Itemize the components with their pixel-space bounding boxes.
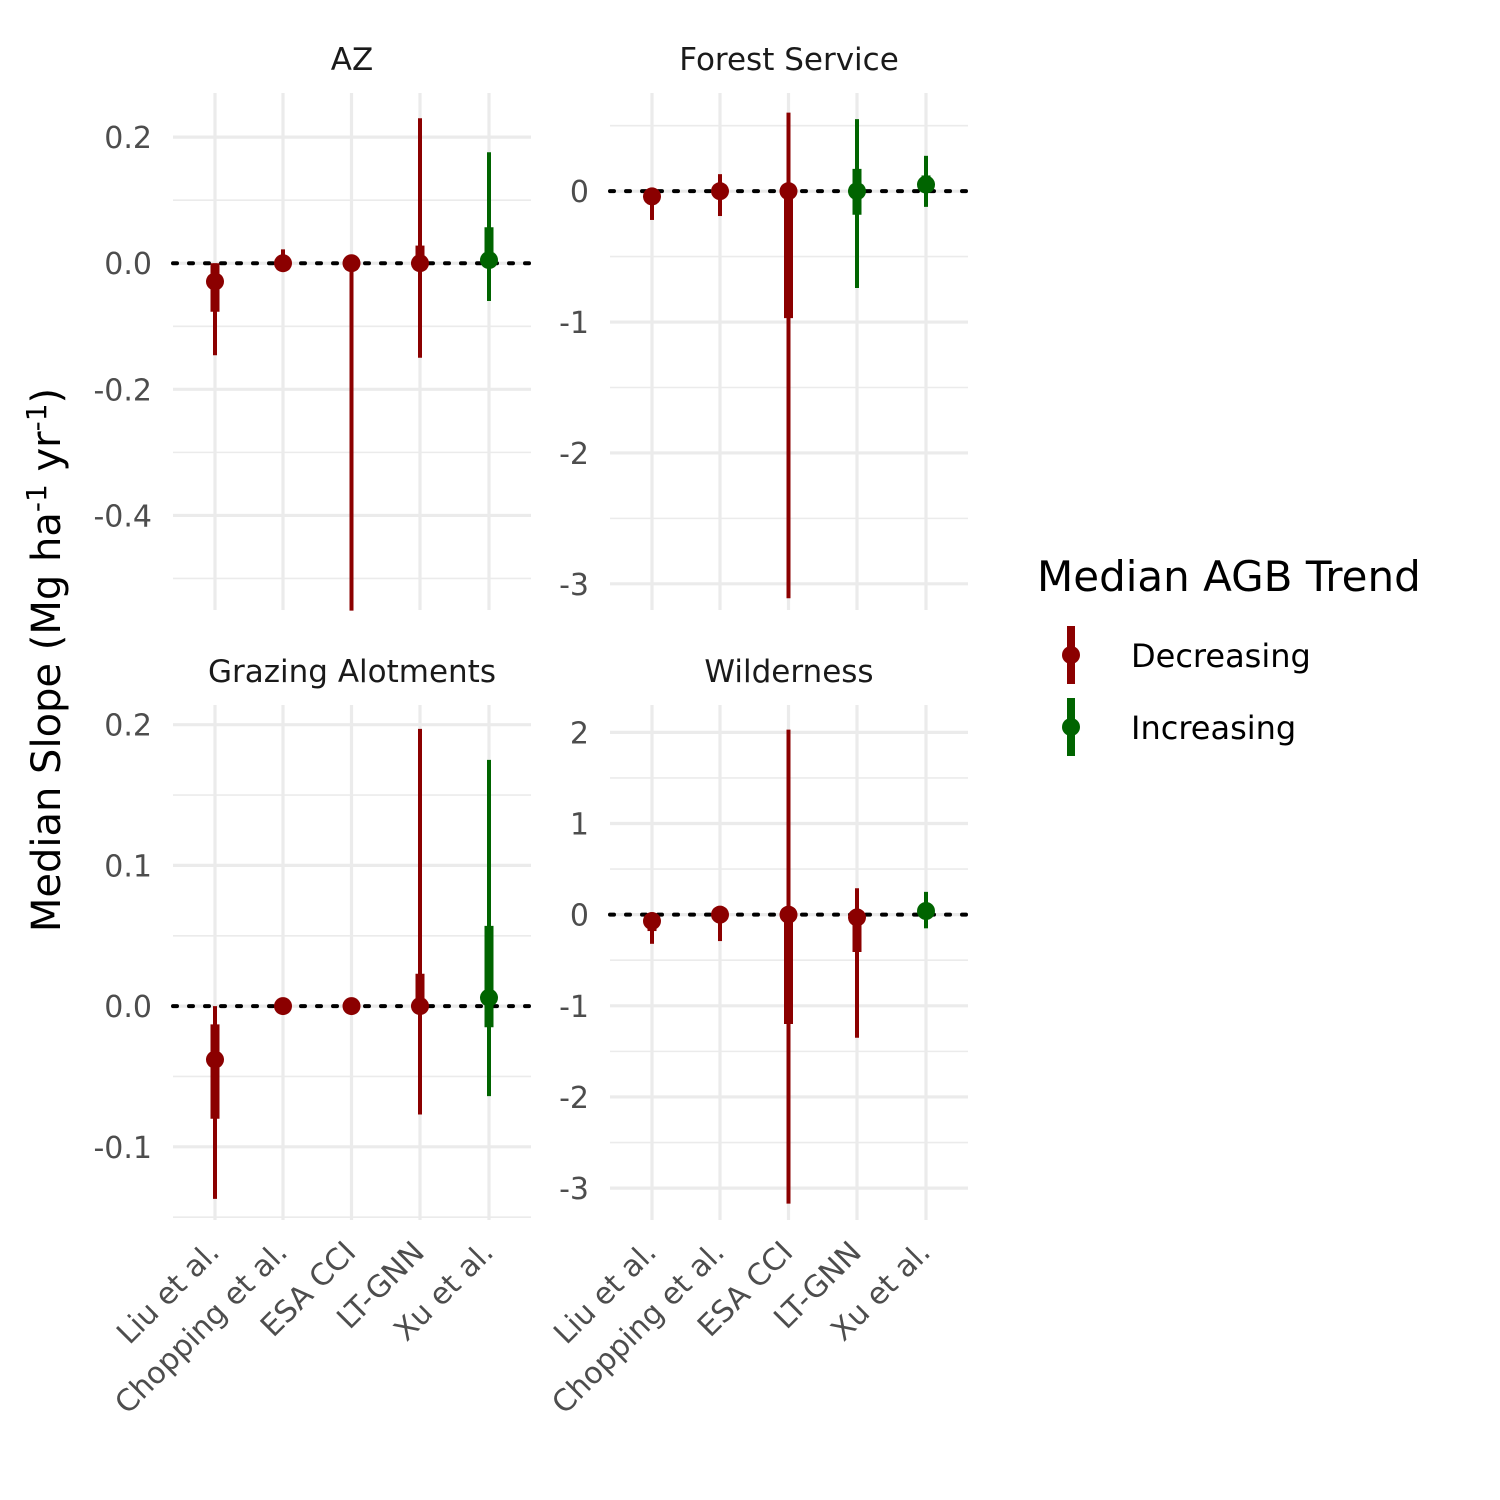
y-tick-label: -0.4 xyxy=(93,499,152,534)
median-point-liu-et-al xyxy=(643,187,661,206)
y-tick-label: 0.2 xyxy=(104,709,152,744)
panel-title: Grazing Alotments xyxy=(208,654,496,690)
y-tick-label: -0.1 xyxy=(93,1131,152,1166)
y-tick-label: -2 xyxy=(559,1081,589,1116)
median-point-lt-gnn xyxy=(411,997,429,1016)
y-axis-title-sup-1: -1 xyxy=(20,484,53,512)
y-tick-label: 1 xyxy=(570,807,589,842)
median-point-esa-cci xyxy=(342,254,361,273)
median-point-lt-gnn xyxy=(848,908,866,927)
legend-key-increasing-point xyxy=(1062,718,1080,736)
legend-key-decreasing-point xyxy=(1062,646,1080,664)
median-point-esa-cci xyxy=(779,905,798,924)
median-point-xu-et-al xyxy=(480,251,498,270)
median-point-xu-et-al xyxy=(917,175,935,194)
panel-az: 0.2 0.0 -0.2 -0.4 AZ xyxy=(93,42,533,611)
y-axis-title: Median Slope (Mg ha-1 yr-1) xyxy=(20,388,70,932)
y-tick-label: 0.2 xyxy=(104,121,152,156)
median-point-liu-et-al xyxy=(206,1050,224,1069)
y-tick-label: -3 xyxy=(559,1172,589,1207)
legend-key-decreasing xyxy=(1062,626,1080,684)
y-axis-title-main: Median Slope (Mg ha xyxy=(24,512,70,932)
y-tick-label: 0.0 xyxy=(104,247,152,282)
panel-title: AZ xyxy=(331,42,373,78)
legend-key-increasing xyxy=(1062,698,1080,756)
legend-label-increasing: Increasing xyxy=(1131,709,1296,747)
y-tick-label: 0 xyxy=(570,175,589,210)
y-axis-title-mid: yr xyxy=(24,431,70,484)
y-tick-label: 0.0 xyxy=(104,990,152,1025)
median-point-esa-cci xyxy=(779,182,798,201)
y-tick-label: -1 xyxy=(559,990,589,1025)
y-tick-label: -0.2 xyxy=(93,373,152,408)
y-tick-label: 0.1 xyxy=(104,849,152,884)
panel-title: Forest Service xyxy=(679,42,899,78)
legend-label-decreasing: Decreasing xyxy=(1131,637,1311,675)
y-tick-label: -2 xyxy=(559,437,589,472)
y-tick-label: -1 xyxy=(559,306,589,341)
median-point-chopping-et-al xyxy=(711,182,729,201)
panel-title: Wilderness xyxy=(704,654,873,690)
median-point-chopping-et-al xyxy=(274,997,292,1016)
y-tick-label: -3 xyxy=(559,568,589,603)
median-point-chopping-et-al xyxy=(274,254,292,273)
y-tick-label: 2 xyxy=(570,716,589,751)
median-point-esa-cci xyxy=(342,997,361,1016)
y-tick-label: 0 xyxy=(570,899,589,934)
legend: Median AGB Trend Decreasing Increasing xyxy=(1037,552,1421,756)
panel-forest-service: 0 -1 -2 -3 Forest Service xyxy=(559,42,970,610)
legend-title: Median AGB Trend xyxy=(1037,552,1421,601)
median-point-liu-et-al xyxy=(643,912,661,931)
y-axis-title-end: ) xyxy=(24,388,70,404)
median-point-lt-gnn xyxy=(411,254,429,273)
median-point-xu-et-al xyxy=(917,902,935,920)
median-point-chopping-et-al xyxy=(711,905,729,924)
median-point-lt-gnn xyxy=(848,182,866,201)
median-point-xu-et-al xyxy=(480,988,498,1007)
y-axis-title-sup-2: -1 xyxy=(20,403,53,431)
median-point-liu-et-al xyxy=(206,272,224,291)
panels-layer: 0.2 0.0 -0.2 -0.4 AZ 0 -1 -2 -3 Forest Service 0.2… xyxy=(93,42,970,1421)
